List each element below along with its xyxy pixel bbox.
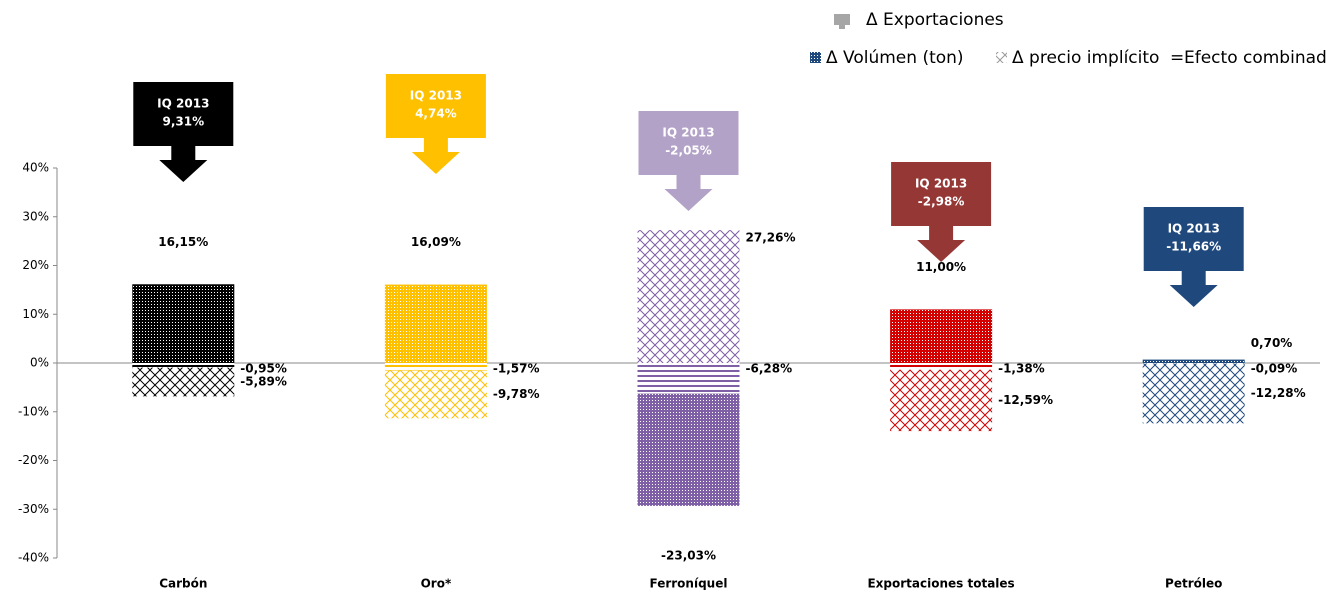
bar-segment <box>132 284 235 363</box>
bar-segment <box>1142 359 1245 363</box>
callout-arrow <box>664 175 713 211</box>
x-tick-label: Oro* <box>421 577 452 591</box>
callout: IQ 2013 -11,66% <box>1143 207 1244 307</box>
y-tick-label: -20% <box>18 453 49 467</box>
callout-title: IQ 2013 <box>1168 222 1220 236</box>
callout-value: -2,98% <box>918 195 965 209</box>
x-tick-label: Exportaciones totales <box>867 577 1014 591</box>
callout-title: IQ 2013 <box>662 126 714 140</box>
x-tick-label: Ferroníquel <box>650 577 728 591</box>
callout-value: 9,31% <box>162 115 204 129</box>
data-label: -1,38% <box>998 362 1045 376</box>
x-tick-label: Carbón <box>159 577 207 591</box>
y-tick-label: 10% <box>22 307 49 321</box>
bar-segment <box>890 363 993 370</box>
data-label: -0,09% <box>1251 362 1298 376</box>
legend-label: Δ Volúmen (ton) <box>826 48 964 68</box>
y-tick-label: 20% <box>22 258 49 272</box>
y-tick-label: 40% <box>22 161 49 175</box>
legend-label: Efecto combinado <box>1184 48 1326 68</box>
callout-box <box>638 111 739 175</box>
legend-label: Δ precio implícito <box>1012 48 1159 68</box>
callout: IQ 2013 -2,98% <box>891 162 992 262</box>
callout-title: IQ 2013 <box>410 89 462 103</box>
data-label: -0,95% <box>240 362 287 376</box>
y-tick-label: -10% <box>18 404 49 418</box>
callout-title: IQ 2013 <box>915 177 967 191</box>
y-tick-label: -30% <box>18 502 49 516</box>
legend-label: Δ Exportaciones <box>866 10 1004 30</box>
data-label: -1,57% <box>493 362 540 376</box>
callout-arrow <box>411 138 460 174</box>
legend-icon <box>834 14 850 25</box>
legend-icon <box>996 52 1007 63</box>
bar-segment <box>890 309 993 363</box>
bar-segment <box>890 369 993 432</box>
callout-box <box>891 162 992 226</box>
callout-title: IQ 2013 <box>157 97 209 111</box>
bar-segment <box>132 367 235 397</box>
data-label: -9,78% <box>493 387 540 401</box>
callout-box <box>385 74 486 138</box>
callout: IQ 2013 -2,05% <box>638 111 739 211</box>
data-label: 11,00% <box>916 260 966 274</box>
bar-segment <box>637 393 740 506</box>
y-tick-label: -40% <box>18 551 49 565</box>
bar-segment <box>637 230 740 363</box>
callout-arrow <box>159 146 208 182</box>
callout-box <box>1143 207 1244 271</box>
data-label: 16,15% <box>158 235 208 249</box>
callout: IQ 2013 9,31% <box>133 82 234 182</box>
bar-segment <box>132 363 235 368</box>
bar-segment <box>384 363 487 371</box>
bar-segment <box>1142 363 1245 424</box>
x-tick-label: Petróleo <box>1165 577 1222 591</box>
data-label: 0,70% <box>1251 336 1293 350</box>
y-tick-label: 30% <box>22 209 49 223</box>
data-label: 27,26% <box>746 231 796 245</box>
bar-segment <box>637 363 740 394</box>
callout-arrow <box>1169 271 1218 307</box>
legend-icon: = <box>1170 48 1184 68</box>
callout-value: 4,74% <box>415 107 457 121</box>
callout-value: -11,66% <box>1166 240 1221 254</box>
callout-box <box>133 82 234 146</box>
callout-value: -2,05% <box>665 144 712 158</box>
data-label: -6,28% <box>746 362 793 376</box>
y-tick-label: 0% <box>30 356 49 370</box>
data-label: -12,59% <box>998 393 1053 407</box>
data-label: -23,03% <box>661 548 716 562</box>
bar-segment <box>384 370 487 419</box>
legend-icon <box>810 52 821 63</box>
legend-icon <box>839 25 845 29</box>
callout-arrow <box>917 226 966 262</box>
data-label: 16,09% <box>411 235 461 249</box>
bar-segment <box>384 284 487 363</box>
callout: IQ 2013 4,74% <box>385 74 486 174</box>
data-label: -12,28% <box>1251 386 1306 400</box>
data-label: -5,89% <box>240 374 287 388</box>
